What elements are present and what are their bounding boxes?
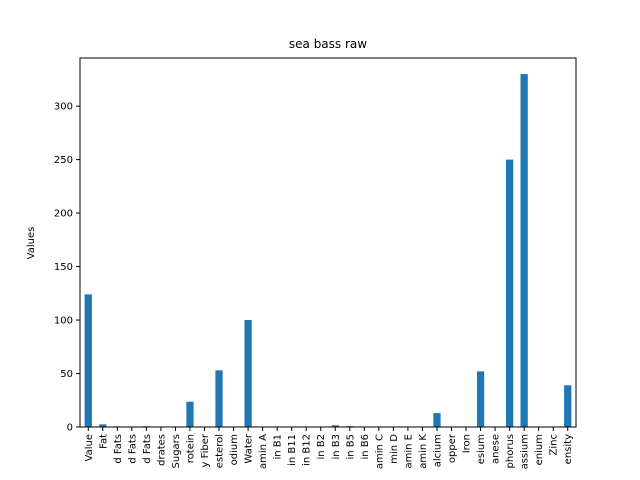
x-tick-label: d Fats	[113, 434, 124, 464]
bar	[564, 385, 572, 427]
bar	[186, 401, 194, 427]
x-tick-label: in B3	[331, 434, 342, 460]
y-tick-label: 100	[54, 316, 73, 327]
bar	[331, 425, 339, 427]
bar	[215, 370, 223, 427]
x-tick-label: phorus	[505, 434, 516, 468]
x-tick-label: in B2	[316, 434, 327, 460]
x-tick-label: anese	[491, 434, 502, 464]
x-tick-label: alcium	[432, 434, 443, 467]
bar	[476, 371, 485, 427]
x-tick-label: esterol	[215, 434, 226, 468]
x-tick-label: min D	[389, 434, 400, 464]
bar	[84, 294, 92, 427]
y-ticks-group: 0 50 100 150 200 250 300	[54, 102, 80, 434]
x-tick-label: amin K	[418, 434, 429, 469]
x-tick-label: in B6	[360, 434, 371, 460]
x-tick-label: Sugars	[171, 434, 182, 468]
y-tick-label: 200	[54, 209, 73, 220]
x-tick-label: y Fiber	[200, 433, 211, 467]
bar	[99, 424, 107, 427]
y-axis-label: Values	[26, 227, 37, 260]
bar	[505, 159, 514, 428]
x-tick-label: assium	[520, 434, 531, 469]
y-tick-label: 50	[60, 369, 73, 380]
bars-group	[84, 74, 572, 428]
x-tick-label: Zinc	[549, 434, 560, 455]
x-tick-label: odium	[229, 434, 240, 465]
x-tick-label: esium	[476, 434, 487, 464]
x-tick-label: in B5	[345, 434, 356, 460]
x-tick-label: amin C	[374, 434, 385, 469]
x-tick-label: amin A	[258, 434, 269, 469]
y-tick-label: 150	[54, 262, 73, 273]
chart-title: sea bass raw	[289, 37, 367, 51]
x-tick-label: drates	[156, 434, 167, 466]
x-tick-label: d Fats	[142, 434, 153, 464]
plot-frame	[79, 57, 577, 428]
x-tick-label: d Fats	[127, 434, 138, 464]
y-tick-label: 250	[54, 155, 73, 166]
x-tick-label: enium	[534, 434, 545, 465]
bar	[520, 74, 528, 427]
y-tick-label: 300	[54, 102, 73, 113]
x-tick-label: ensity	[563, 434, 574, 464]
x-tick-label: opper	[447, 433, 458, 463]
x-tick-label: in B11	[287, 434, 298, 466]
bar	[244, 320, 252, 427]
y-tick-label: 0	[67, 423, 73, 434]
x-tick-label: Fat	[98, 434, 109, 449]
x-ticks-group: Value Fat d Fats d Fats d Fats drates Sugars ro…	[84, 427, 574, 469]
x-tick-label: rotein	[185, 434, 196, 463]
x-tick-label: amin E	[403, 434, 414, 468]
x-tick-label: in B12	[302, 434, 313, 466]
x-tick-label: in B1	[273, 434, 284, 460]
x-tick-label: Water	[244, 433, 255, 463]
bar	[433, 413, 441, 427]
x-tick-label: Iron	[462, 434, 473, 453]
x-tick-label: Value	[84, 434, 95, 461]
